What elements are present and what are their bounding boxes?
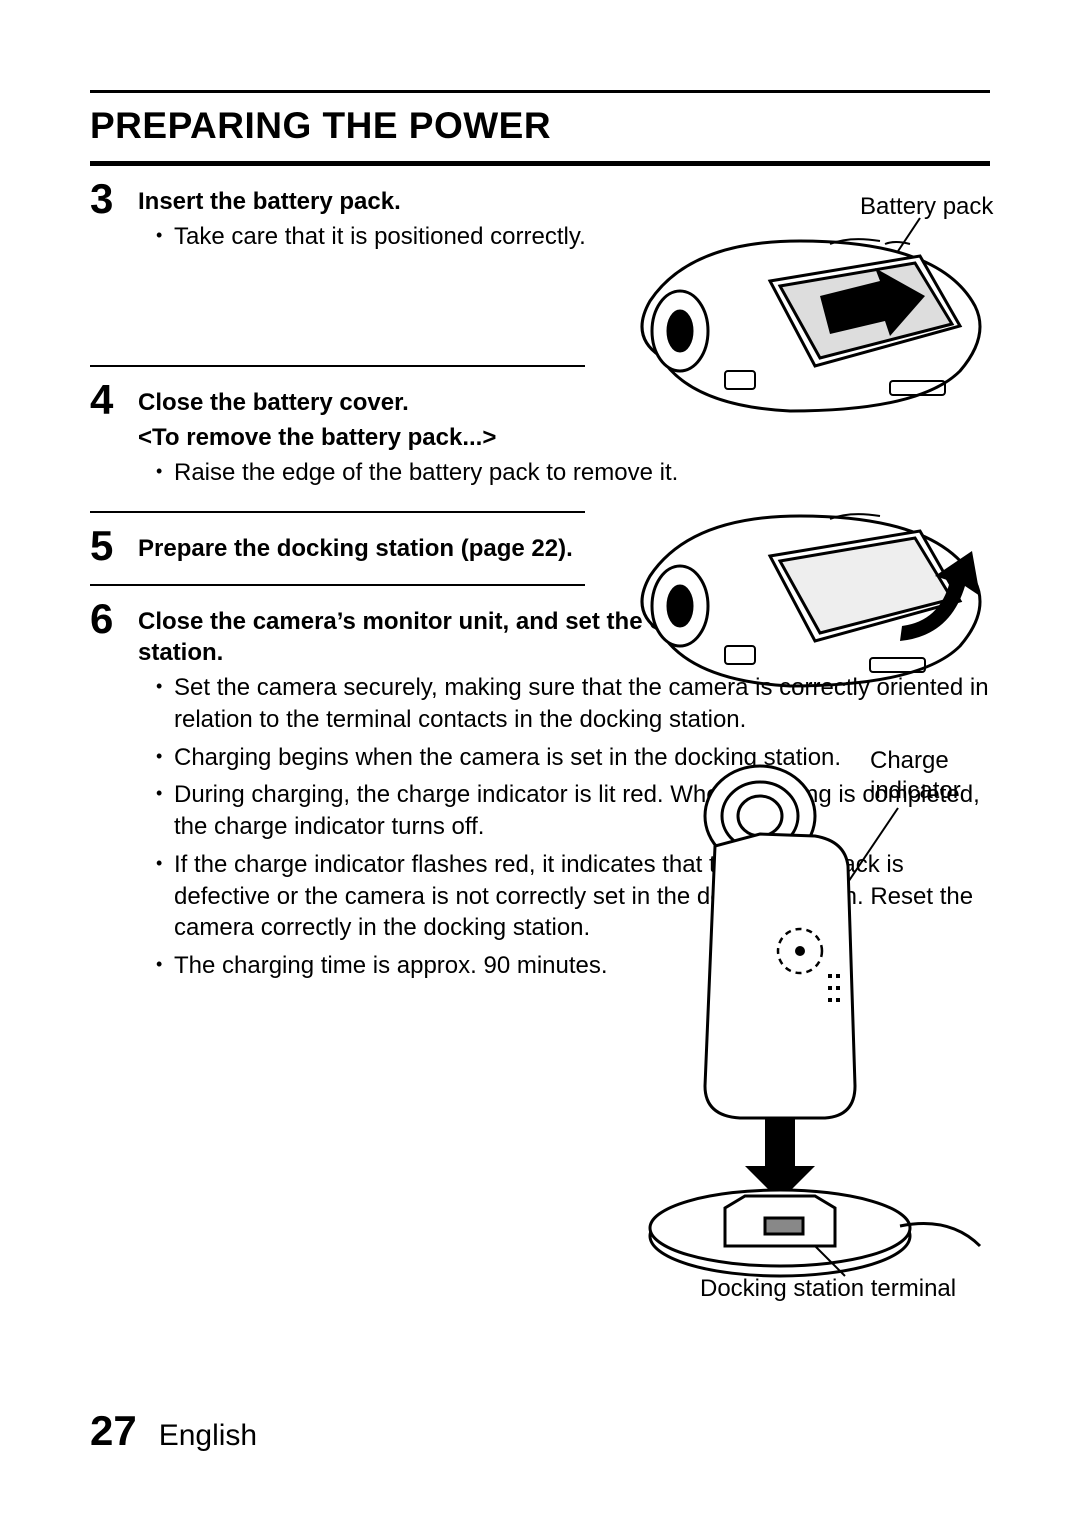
language-label: English <box>159 1419 257 1453</box>
content-area: 3 Insert the battery pack. Take care tha… <box>90 166 990 1004</box>
camera-battery-svg <box>620 186 1000 446</box>
step-number: 6 <box>90 598 138 640</box>
footer: 27 English <box>90 1407 257 1455</box>
illustration-docking: Charge indicator <box>630 746 1000 1291</box>
step-number: 3 <box>90 178 138 220</box>
bullet: Set the camera securely, making sure tha… <box>156 672 990 735</box>
docking-svg <box>630 746 1000 1286</box>
step-number: 5 <box>90 525 138 567</box>
label-charge-indicator: Charge indicator <box>870 746 990 806</box>
illustration-battery-insert: Battery pack <box>620 186 1000 451</box>
label-battery-pack: Battery pack <box>860 192 1000 222</box>
page-number: 27 <box>90 1407 137 1455</box>
label-docking-terminal: Docking station terminal <box>700 1274 1000 1304</box>
page-title: PREPARING THE POWER <box>90 105 990 147</box>
step-number: 4 <box>90 379 138 421</box>
top-rule <box>90 90 990 93</box>
